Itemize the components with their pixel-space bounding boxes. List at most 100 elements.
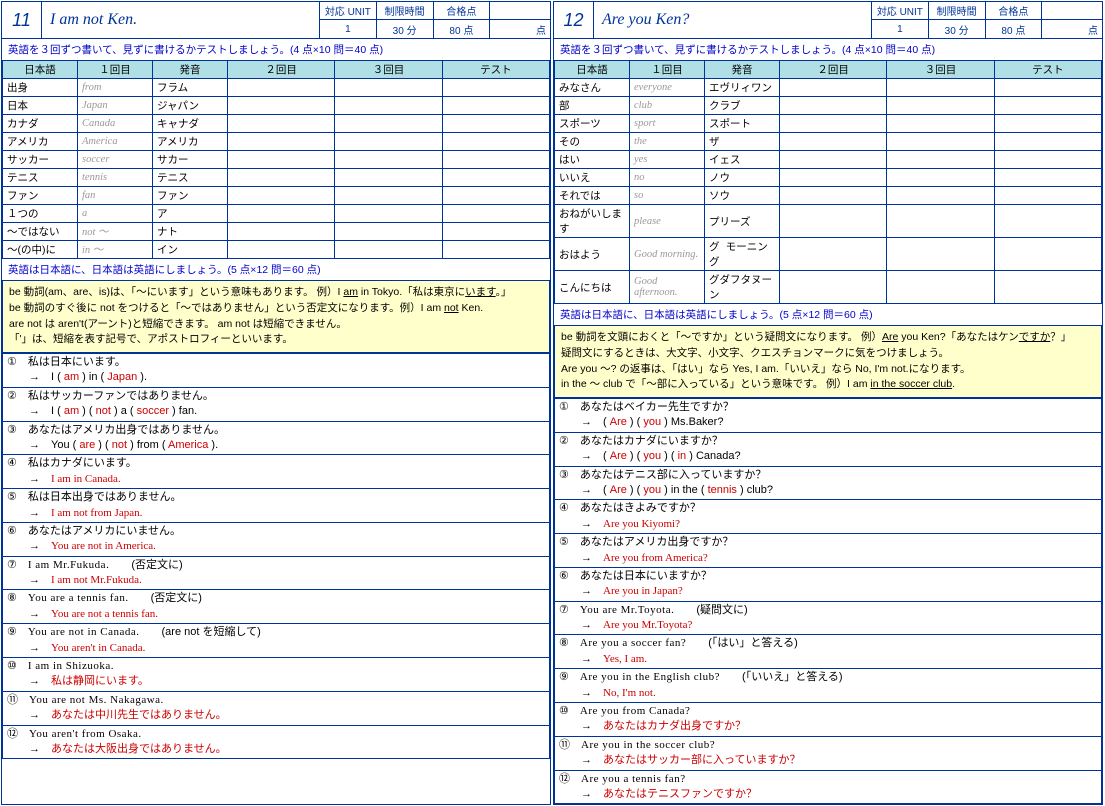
vocab-blank[interactable] (335, 115, 442, 133)
vocab-pron: エヴリィワン (705, 79, 780, 97)
question-row: ② 私はサッカーファンではありません。 → I ( am ) ( not ) a… (2, 388, 550, 422)
vocab-blank[interactable] (442, 241, 549, 259)
vocab-blank[interactable] (994, 205, 1101, 238)
vocab-pron: イェス (705, 151, 780, 169)
vocab-blank[interactable] (994, 187, 1101, 205)
question-row: ⑫ Are you a tennis fan? → あなたはテニスファンですか？ (554, 771, 1102, 805)
worksheet-container: 11 I am not Ken. 対応 UNIT制限時間合格点 130 分80 … (0, 0, 1105, 806)
vocab-blank[interactable] (335, 169, 442, 187)
answer-line: → I am not Mr.Fukuda. (7, 574, 142, 586)
vocab-en: the (630, 133, 705, 151)
vocab-blank[interactable] (780, 115, 887, 133)
vocab-row: 日本 Japan ジャパン (3, 97, 550, 115)
vocab-blank[interactable] (994, 271, 1101, 304)
vocab-blank[interactable] (335, 151, 442, 169)
vocab-blank[interactable] (442, 97, 549, 115)
answer-line: → あなたはカナダ出身ですか？ (559, 720, 746, 732)
vocab-blank[interactable] (228, 97, 335, 115)
vocab-header: 発音 (153, 61, 228, 79)
vocab-blank[interactable] (228, 151, 335, 169)
question-number: ③ (559, 469, 569, 481)
vocab-en: sport (630, 115, 705, 133)
vocab-blank[interactable] (228, 79, 335, 97)
vocab-pron: ファン (153, 187, 228, 205)
vocab-blank[interactable] (994, 97, 1101, 115)
vocab-table: 日本語１回目発音２回目３回目テスト 出身 from フラム 日本 Japan ジ… (2, 60, 550, 259)
vocab-blank[interactable] (442, 187, 549, 205)
vocab-blank[interactable] (442, 79, 549, 97)
vocab-blank[interactable] (887, 133, 994, 151)
vocab-blank[interactable] (887, 187, 994, 205)
vocab-blank[interactable] (994, 238, 1101, 271)
vocab-row: １つの a ア (3, 205, 550, 223)
vocab-blank[interactable] (887, 115, 994, 133)
vocab-blank[interactable] (780, 97, 887, 115)
vocab-jp: アメリカ (3, 133, 78, 151)
question-number: ⑫ (559, 773, 570, 785)
vocab-blank[interactable] (887, 205, 994, 238)
vocab-blank[interactable] (335, 97, 442, 115)
vocab-blank[interactable] (228, 133, 335, 151)
vocab-en: America (78, 133, 153, 151)
vocab-blank[interactable] (335, 79, 442, 97)
vocab-blank[interactable] (335, 187, 442, 205)
question-number: ⑨ (7, 626, 17, 638)
vocab-blank[interactable] (994, 169, 1101, 187)
vocab-blank[interactable] (887, 151, 994, 169)
vocab-row: その the ザ (555, 133, 1102, 151)
question-row: ⑨ Are you in the English club? (「いいえ」と答え… (554, 669, 1102, 703)
vocab-blank[interactable] (442, 151, 549, 169)
meta-label: 合格点 (986, 2, 1043, 19)
question-number: ⑫ (7, 728, 18, 740)
vocab-row: ファン fan ファン (3, 187, 550, 205)
vocab-blank[interactable] (994, 115, 1101, 133)
answer-line: → Are you Kiyomi? (559, 518, 680, 530)
vocab-en: a (78, 205, 153, 223)
instruction-2: 英語は日本語に、日本語は英語にしましょう。(5 点×12 問＝60 点) (554, 304, 1102, 325)
vocab-blank[interactable] (887, 169, 994, 187)
vocab-blank[interactable] (442, 133, 549, 151)
vocab-blank[interactable] (780, 238, 887, 271)
vocab-blank[interactable] (335, 241, 442, 259)
vocab-blank[interactable] (994, 133, 1101, 151)
vocab-blank[interactable] (887, 79, 994, 97)
vocab-jp: カナダ (3, 115, 78, 133)
vocab-blank[interactable] (442, 205, 549, 223)
vocab-blank[interactable] (228, 205, 335, 223)
vocab-jp: テニス (3, 169, 78, 187)
meta-value: 1 (320, 20, 377, 38)
vocab-blank[interactable] (228, 169, 335, 187)
vocab-blank[interactable] (228, 115, 335, 133)
vocab-blank[interactable] (335, 133, 442, 151)
vocab-row: おはよう Good morning. グ モーニング (555, 238, 1102, 271)
vocab-blank[interactable] (780, 271, 887, 304)
vocab-blank[interactable] (994, 79, 1101, 97)
vocab-blank[interactable] (442, 169, 549, 187)
vocab-blank[interactable] (228, 187, 335, 205)
vocab-blank[interactable] (228, 241, 335, 259)
vocab-blank[interactable] (780, 205, 887, 238)
vocab-header: ３回目 (887, 61, 994, 79)
vocab-blank[interactable] (335, 223, 442, 241)
question-row: ⑧ Are you a soccer fan? (「はい」と答える) → Yes… (554, 635, 1102, 669)
vocab-blank[interactable] (994, 151, 1101, 169)
question-number: ④ (559, 502, 569, 514)
vocab-blank[interactable] (442, 115, 549, 133)
vocab-blank[interactable] (780, 151, 887, 169)
vocab-en: no (630, 169, 705, 187)
vocab-blank[interactable] (780, 79, 887, 97)
grammar-box: be 動詞を文頭におくと「～ですか」という疑問文になります。 例）Are you… (554, 325, 1102, 398)
vocab-blank[interactable] (228, 223, 335, 241)
vocab-header: ２回目 (780, 61, 887, 79)
vocab-blank[interactable] (780, 187, 887, 205)
vocab-blank[interactable] (335, 205, 442, 223)
vocab-blank[interactable] (887, 271, 994, 304)
question-row: ⑩ I am in Shizuoka. → 私は静岡にいます。 (2, 658, 550, 692)
vocab-pron: イン (153, 241, 228, 259)
question-number: ⑦ (559, 604, 569, 616)
vocab-blank[interactable] (780, 169, 887, 187)
vocab-blank[interactable] (780, 133, 887, 151)
vocab-blank[interactable] (887, 238, 994, 271)
vocab-blank[interactable] (442, 223, 549, 241)
vocab-blank[interactable] (887, 97, 994, 115)
